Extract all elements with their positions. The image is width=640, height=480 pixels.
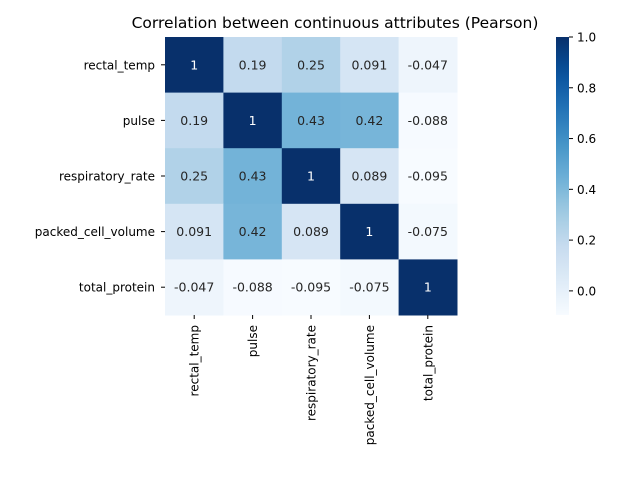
y-tick-label-pulse: pulse: [123, 114, 155, 128]
heatmap-cell-packed-cell-volume-respiratory-rate: [281, 203, 341, 260]
y-tick-label-rectal-temp: rectal_temp: [84, 58, 155, 72]
x-tick-label-rectal-temp: rectal_temp: [188, 325, 202, 396]
cell-value-label: 1: [190, 57, 198, 72]
cell-value-label: -0.075: [408, 224, 448, 239]
heatmap-cell-respiratory-rate-respiratory-rate: [281, 148, 341, 205]
heatmap-cell-total-protein-rectal-temp: [165, 259, 224, 316]
heatmap-cell-rectal-temp-respiratory-rate: [281, 37, 341, 94]
colorbar: 0.0 0.2 0.4 0.6 0.8 1.0: [556, 31, 596, 315]
heatmap-cell-respiratory-rate-rectal-temp: [165, 148, 224, 205]
heatmap-cell-pulse-rectal-temp: [165, 92, 224, 149]
heatmap-cell-pulse-total-protein: [398, 92, 458, 149]
x-tick-label-pulse: pulse: [246, 325, 260, 357]
heatmap-cell-rectal-temp-total-protein: [398, 37, 458, 94]
cell-value-label: -0.075: [349, 280, 389, 295]
y-tick-label-respiratory-rate: respiratory_rate: [59, 170, 155, 184]
heatmap-cell-respiratory-rate-packed-cell-volume: [340, 148, 400, 205]
heatmap-cell-total-protein-packed-cell-volume: [340, 259, 400, 316]
cell-value-label: 0.43: [239, 169, 267, 184]
colorbar-tick-label: 0.0: [577, 284, 596, 298]
colorbar-tick-label: 0.4: [577, 183, 596, 197]
chart-title: Correlation between continuous attribute…: [132, 14, 539, 32]
cell-value-label: -0.088: [232, 280, 272, 295]
cell-value-label: 0.19: [239, 57, 267, 72]
heatmap-cell-rectal-temp-pulse: [223, 37, 283, 94]
cell-value-label: 1: [424, 280, 432, 295]
heatmap-cell-pulse-respiratory-rate: [281, 92, 341, 149]
x-tick-label-respiratory-rate: respiratory_rate: [305, 325, 319, 421]
cell-value-label: -0.088: [408, 113, 448, 128]
heatmap-cell-total-protein-pulse: [223, 259, 283, 316]
y-tick-label-total-protein: total_protein: [79, 281, 155, 295]
heatmap-cell-total-protein-total-protein: [398, 259, 458, 316]
cell-value-label: 0.42: [355, 113, 383, 128]
heatmap-cell-rectal-temp-rectal-temp: [165, 37, 224, 94]
x-tick-label-total-protein: total_protein: [421, 325, 435, 401]
colorbar-tick-label: 0.6: [577, 132, 596, 146]
heatmap-cell-total-protein-respiratory-rate: [281, 259, 341, 316]
cell-value-label: 1: [365, 224, 373, 239]
x-tick-label-packed-cell-volume: packed_cell_volume: [363, 325, 377, 445]
cell-value-label: 0.091: [352, 57, 388, 72]
cell-value-label: 0.43: [297, 113, 325, 128]
colorbar-tick-label: 0.8: [577, 81, 596, 95]
cell-value-label: 0.25: [180, 169, 208, 184]
heatmap-cell-packed-cell-volume-packed-cell-volume: [340, 203, 400, 260]
heatmap-cells: 1 0.19 0.25 0.091 -0.047 0.19 1 0.43 0.42 -0.088 0…: [165, 37, 458, 316]
colorbar-tick-label: 1.0: [577, 31, 596, 45]
cell-value-label: 0.42: [239, 224, 267, 239]
heatmap-cell-packed-cell-volume-rectal-temp: [165, 203, 224, 260]
heatmap-cell-rectal-temp-packed-cell-volume: [340, 37, 400, 94]
colorbar-tick-label: 0.2: [577, 234, 596, 248]
cell-value-label: -0.047: [408, 57, 448, 72]
heatmap-cell-pulse-packed-cell-volume: [340, 92, 400, 149]
column-tick-labels: rectal_temp pulse respiratory_rate packed_c…: [188, 315, 435, 445]
cell-value-label: 0.089: [293, 224, 329, 239]
y-tick-label-packed-cell-volume: packed_cell_volume: [35, 225, 155, 239]
cell-value-label: -0.095: [291, 280, 331, 295]
cell-value-label: 0.089: [352, 169, 388, 184]
cell-value-label: -0.047: [174, 280, 214, 295]
cell-value-label: 1: [249, 113, 257, 128]
heatmap-cell-packed-cell-volume-pulse: [223, 203, 283, 260]
cell-value-label: 0.091: [176, 224, 212, 239]
colorbar-gradient: [556, 37, 569, 315]
cell-value-label: -0.095: [408, 169, 448, 184]
heatmap-cell-respiratory-rate-pulse: [223, 148, 283, 205]
cell-value-label: 1: [307, 169, 315, 184]
cell-value-label: 0.25: [297, 57, 325, 72]
heatmap-cell-respiratory-rate-total-protein: [398, 148, 458, 205]
cell-value-label: 0.19: [180, 113, 208, 128]
heatmap-cell-packed-cell-volume-total-protein: [398, 203, 458, 260]
heatmap-cell-pulse-pulse: [223, 92, 283, 149]
